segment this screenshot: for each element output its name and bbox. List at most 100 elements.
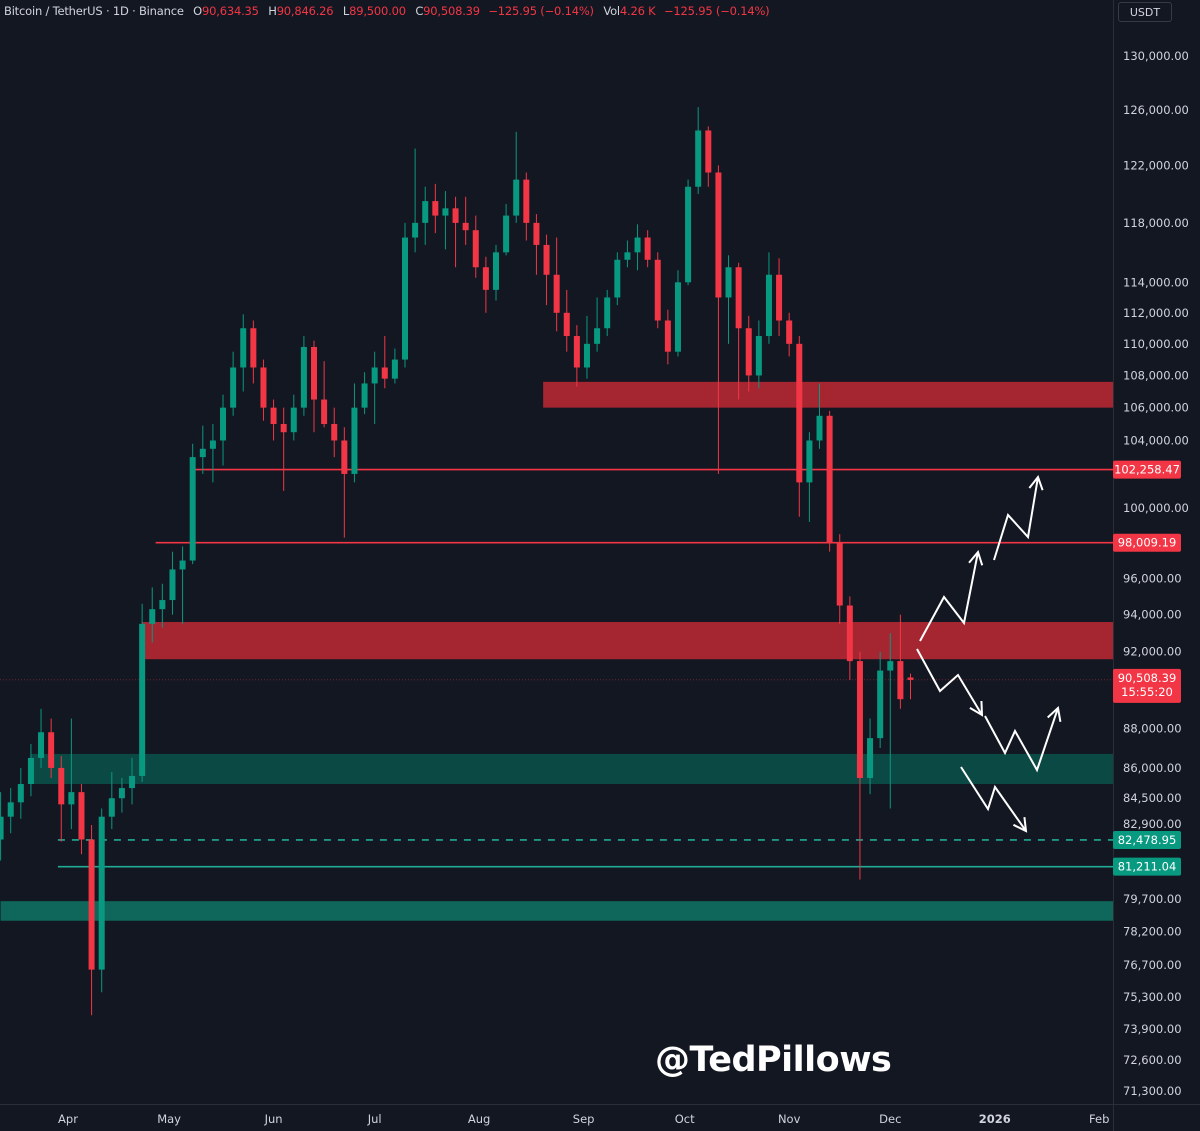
symbol-legend: Bitcoin / TetherUS · 1D · Binance O90,63… — [4, 4, 770, 18]
time-tick-label: 2026 — [979, 1112, 1011, 1126]
scenario-arrow — [916, 648, 983, 716]
price-tick-label: 114,000.00 — [1123, 275, 1189, 289]
price-tick-label: 73,900.00 — [1123, 1022, 1182, 1036]
candle-body — [492, 252, 499, 290]
arrow-head-icon — [1012, 816, 1028, 833]
price-tick-label: 100,000.00 — [1123, 501, 1189, 515]
candle-body — [118, 788, 125, 799]
candle-body — [503, 215, 510, 253]
level-price-tag: 98,009.19 — [1118, 536, 1177, 550]
candle-body — [887, 661, 894, 671]
volume-label: Vol — [603, 4, 620, 18]
candle-body — [826, 415, 833, 543]
candle-body — [432, 201, 439, 216]
candle-body — [776, 274, 783, 321]
candle-body — [674, 282, 681, 352]
price-tick-label: 86,000.00 — [1123, 761, 1182, 775]
candle-body — [402, 237, 408, 360]
support-zone — [0, 901, 1114, 921]
symbol-title[interactable]: Bitcoin / TetherUS · 1D · Binance — [4, 4, 184, 18]
price-tick-label: 96,000.00 — [1123, 571, 1182, 585]
candle-body — [472, 230, 479, 268]
level-price-tag-bg — [1113, 857, 1181, 876]
candle-body — [543, 244, 550, 275]
price-tick-label: 84,500.00 — [1123, 791, 1182, 805]
arrow-head-icon — [1047, 706, 1062, 722]
candle-body — [38, 732, 45, 758]
candle-body — [88, 839, 95, 970]
close-label: C — [415, 4, 424, 18]
candle-body — [220, 407, 227, 441]
time-tick-label: May — [157, 1112, 181, 1126]
candle-body — [280, 423, 287, 433]
currency-button[interactable]: USDT — [1118, 2, 1172, 22]
candle-body — [169, 569, 176, 601]
candle-body — [765, 274, 772, 337]
candle-body — [856, 661, 863, 778]
time-tick-label: Sep — [573, 1112, 595, 1126]
candle-body — [78, 792, 85, 840]
open-value: 90,634.35 — [202, 4, 259, 18]
candle-body — [230, 367, 237, 408]
candle-body — [209, 440, 216, 449]
price-tick-label: 88,000.00 — [1123, 721, 1182, 735]
price-tick-label: 79,700.00 — [1123, 892, 1182, 906]
watermark: @TedPillows — [655, 1040, 892, 1080]
candle-body — [705, 130, 712, 173]
candle-body — [725, 267, 732, 298]
candle-body — [270, 407, 277, 424]
candle-body — [583, 343, 590, 368]
candle-body — [179, 560, 186, 570]
last-price-tag: 90,508.39 — [1118, 671, 1177, 685]
candle-body — [189, 457, 196, 561]
price-tick-label: 108,000.00 — [1123, 368, 1189, 382]
resistance-zone — [142, 622, 1113, 660]
level-price-tag-bg — [1113, 460, 1181, 479]
candle-body — [0, 816, 4, 840]
candle-body — [482, 267, 489, 290]
candle-body — [48, 732, 55, 768]
candle-body — [108, 798, 115, 817]
volume-value: 4.26 K — [619, 4, 656, 18]
candle-body — [452, 208, 459, 223]
level-price-tag: 81,211.04 — [1118, 860, 1177, 874]
change-value: −125.95 (−0.14%) — [488, 4, 594, 18]
price-tick-label: 76,700.00 — [1123, 958, 1182, 972]
candle-body — [98, 816, 105, 970]
candle-body — [523, 179, 530, 223]
scenario-arrow — [993, 476, 1039, 561]
candle-body — [27, 757, 34, 785]
volume-change-value: −125.95 (−0.14%) — [664, 4, 770, 18]
time-tick-label: Dec — [879, 1112, 901, 1126]
candle-body — [300, 346, 307, 408]
candle-body — [381, 367, 388, 379]
candle-body — [755, 336, 762, 376]
candle-body — [877, 670, 884, 739]
candle-body — [17, 784, 24, 803]
price-tick-label: 78,200.00 — [1123, 925, 1182, 939]
candle-body — [199, 448, 206, 458]
candle-body — [290, 407, 297, 433]
high-value: 90,846.26 — [276, 4, 334, 18]
last-price-tag: 15:55:20 — [1121, 685, 1173, 699]
candle-body — [58, 767, 65, 805]
candle-body — [7, 802, 14, 817]
candle-body — [654, 259, 661, 321]
candle-body — [129, 775, 136, 789]
price-tick-label: 122,000.00 — [1123, 158, 1189, 172]
time-tick-label: Feb — [1089, 1112, 1109, 1126]
candle-body — [644, 237, 651, 260]
candle-body — [867, 738, 874, 778]
low-label: L — [342, 4, 350, 18]
high-label: H — [268, 4, 277, 18]
candle-body — [897, 661, 904, 700]
price-tick-label: 82,900.00 — [1123, 817, 1182, 831]
price-tick-label: 104,000.00 — [1123, 433, 1189, 447]
candle-body — [149, 609, 156, 624]
candle-body — [159, 600, 166, 610]
price-tick-label: 106,000.00 — [1123, 401, 1189, 415]
open-label: O — [193, 4, 203, 18]
time-tick-label: Nov — [778, 1112, 801, 1126]
candle-body — [240, 328, 247, 368]
